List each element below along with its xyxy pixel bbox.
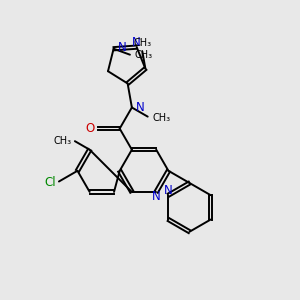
Text: CH₃: CH₃	[152, 113, 170, 123]
Text: Cl: Cl	[44, 176, 56, 190]
Text: N: N	[164, 184, 173, 197]
Text: O: O	[85, 122, 94, 135]
Text: N: N	[118, 41, 127, 54]
Text: CH₃: CH₃	[134, 50, 152, 60]
Text: CH₃: CH₃	[53, 136, 71, 146]
Text: N: N	[152, 190, 161, 203]
Text: N: N	[136, 101, 145, 114]
Text: CH₃: CH₃	[133, 38, 152, 48]
Text: N: N	[132, 36, 141, 49]
